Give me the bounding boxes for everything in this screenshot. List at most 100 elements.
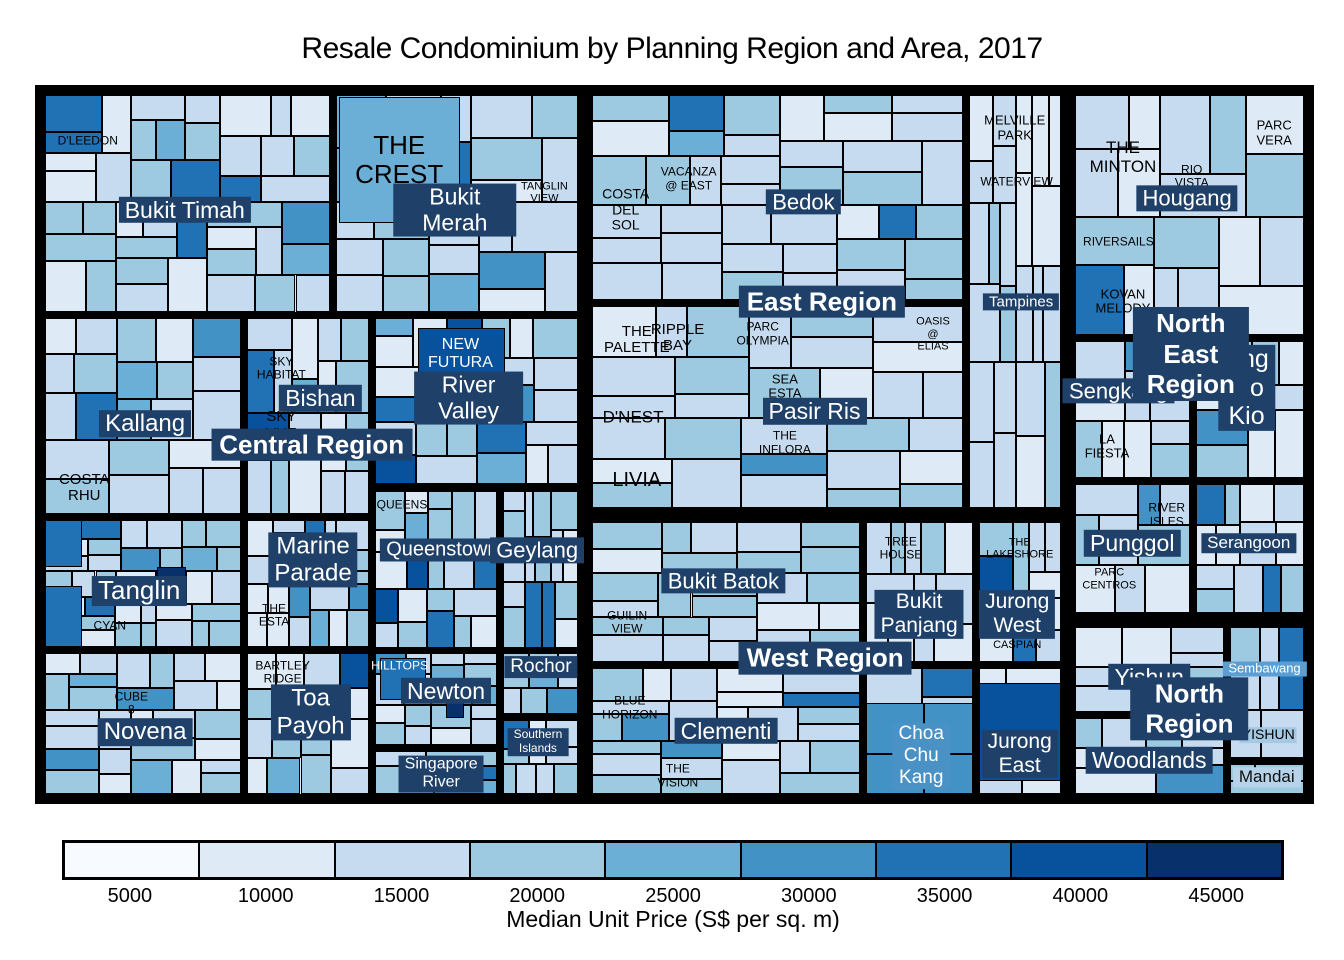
tile	[130, 160, 171, 203]
tile	[1016, 95, 1032, 173]
tile	[1195, 564, 1234, 590]
project-label: SEA ESTA	[768, 371, 802, 401]
colorbar-tick-label: 45000	[1188, 885, 1244, 907]
tile	[782, 693, 860, 708]
tile	[45, 153, 96, 172]
colorbar-tick-label: 20000	[509, 885, 566, 907]
tile	[592, 95, 669, 122]
tile	[428, 245, 480, 274]
treemap: D'LEEDON Bukit Timah THE CREST TANGLIN VIEW…	[35, 85, 1314, 804]
tile	[503, 490, 525, 511]
tile	[247, 613, 267, 648]
tile	[1074, 265, 1125, 336]
project-label: THE MINTON	[1089, 138, 1157, 177]
tile	[905, 239, 963, 280]
tile	[415, 422, 448, 456]
tile	[891, 112, 963, 141]
tile	[1233, 564, 1263, 613]
tile	[155, 620, 192, 648]
tile	[503, 687, 522, 715]
tile	[724, 95, 781, 135]
tile	[140, 622, 156, 648]
tile	[256, 227, 282, 276]
tile	[220, 95, 271, 137]
tile	[780, 95, 825, 141]
area-label: Mandai	[1232, 767, 1301, 788]
tile	[1245, 95, 1304, 154]
colorbar-tick-label: 5000	[107, 885, 153, 907]
tile	[341, 317, 370, 361]
area-bukit-panjang: TREE HOUSE Bukit Panjang	[862, 519, 976, 665]
region-label: West Region	[738, 641, 912, 675]
tile	[592, 753, 662, 776]
area-clementi: BLUE HORIZON THE VISION Clementi	[589, 664, 863, 797]
tile	[798, 707, 860, 725]
tile	[102, 95, 131, 153]
project-label: COSTA RHU	[58, 470, 110, 505]
tile	[740, 453, 827, 475]
tile	[383, 275, 429, 312]
tile	[592, 237, 662, 264]
colorbar-tick-label: 10000	[237, 885, 294, 907]
tile	[826, 488, 901, 509]
tile	[69, 686, 118, 711]
tile	[260, 136, 295, 176]
tile	[968, 203, 990, 284]
area-hougang: THE MINTON RIO VISTA PARC VERA RIVERSAILS KO…	[1071, 92, 1307, 339]
area-label: River Valley	[413, 371, 524, 425]
tile	[476, 453, 527, 485]
tile	[130, 95, 185, 121]
tile	[317, 317, 342, 361]
tile	[271, 459, 289, 515]
area-river-valley: NEW FUTURA River Valley	[372, 314, 582, 488]
region-east-region: COSTA DEL SOL VACANZA @ EAST Bedok THE PALE…	[585, 88, 1068, 516]
tile	[45, 234, 116, 261]
tile	[349, 584, 370, 611]
tile	[270, 95, 291, 137]
tile	[1171, 626, 1224, 654]
tile	[206, 248, 257, 276]
tile	[757, 603, 820, 630]
project-label: D'NEST	[602, 407, 664, 427]
tile	[547, 445, 579, 485]
area-bukit-batok: GUILIN VIEW Bukit Batok	[589, 519, 863, 665]
tile	[554, 582, 579, 620]
tile	[661, 758, 723, 780]
tile	[534, 358, 579, 390]
tile	[592, 775, 662, 794]
tile	[592, 155, 646, 205]
region-central-region: D'LEEDON Bukit Timah THE CREST TANGLIN VIEW…	[38, 88, 586, 801]
tile	[329, 610, 348, 648]
tile	[968, 442, 994, 509]
tile	[645, 155, 690, 205]
tile	[1124, 420, 1151, 479]
tile	[206, 520, 242, 547]
tile	[397, 621, 427, 649]
colorbar-segment	[604, 843, 740, 877]
tile	[879, 204, 917, 240]
tile	[922, 372, 963, 418]
area-bukit-timah: D'LEEDON Bukit Timah	[42, 92, 334, 315]
tile	[300, 754, 332, 794]
tile	[167, 258, 207, 312]
tile	[920, 522, 946, 574]
area-jurong-east: Jurong East	[975, 664, 1064, 797]
tile	[592, 701, 669, 715]
tile	[1150, 444, 1190, 479]
tile	[721, 244, 784, 273]
tile	[247, 653, 276, 690]
tile	[339, 653, 370, 688]
tile	[592, 740, 662, 754]
tile	[321, 470, 345, 515]
project-label: LA FIESTA	[1084, 431, 1130, 461]
colorbar-segment	[1010, 843, 1146, 877]
tile	[536, 763, 555, 794]
tile	[470, 95, 533, 138]
project-label: CYAN	[93, 617, 126, 632]
tile	[191, 621, 210, 648]
tile	[1101, 420, 1125, 479]
project-label: PARC CENTROS	[1082, 567, 1137, 592]
tile	[908, 417, 963, 452]
tile	[204, 653, 242, 681]
tile	[661, 232, 722, 264]
